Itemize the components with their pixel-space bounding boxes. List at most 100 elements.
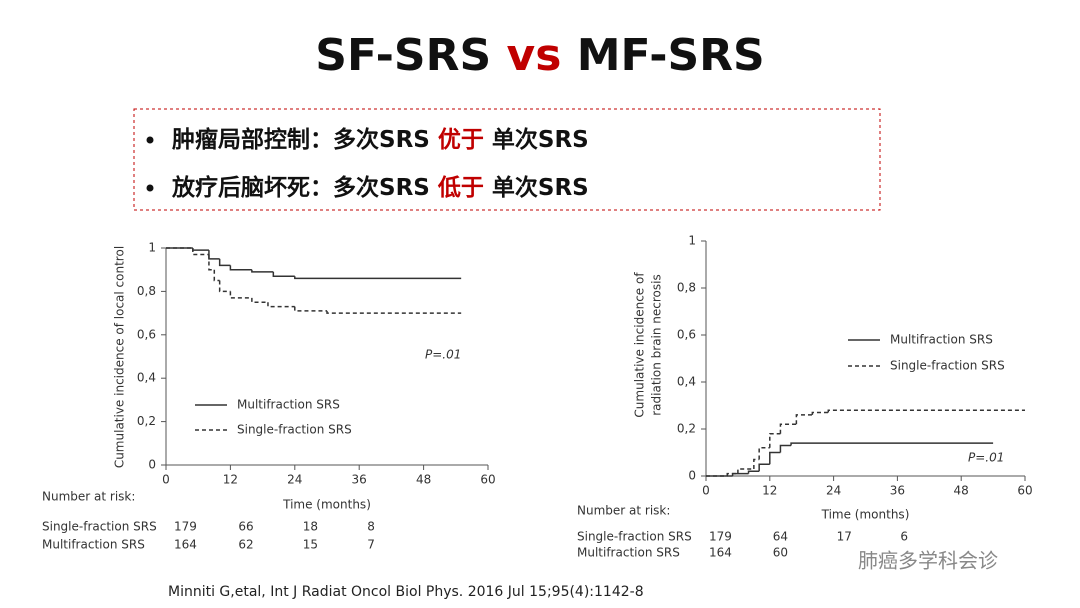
km-step [251, 297, 268, 303]
km-step [769, 451, 781, 465]
km-step [753, 458, 760, 469]
bullet-text: 单次SRS [492, 174, 589, 201]
risk-count: 64 [773, 530, 788, 544]
risk-count: 18 [303, 520, 318, 534]
km-step [790, 442, 994, 446]
km-step [811, 411, 829, 415]
risk-count: 6 [900, 530, 908, 544]
km-step [795, 414, 813, 425]
y-tick-label: 0,6 [677, 328, 696, 342]
y-tick-label: 0,8 [137, 284, 156, 298]
x-tick-label: 12 [762, 484, 777, 498]
risk-count: 60 [773, 546, 788, 560]
x-tick-label: 36 [352, 473, 367, 487]
watermark: 肺癌多学科会诊 [858, 549, 998, 573]
x-axis-label: Time (months) [821, 508, 910, 522]
legend-label: Multifraction SRS [237, 398, 340, 412]
bullet: 放疗后脑坏死：多次SRS 低于 单次SRS [171, 174, 589, 201]
risk-count: 164 [174, 538, 197, 552]
bullet: 肿瘤局部控制：多次SRS 优于 单次SRS [172, 126, 589, 153]
x-tick-label: 48 [954, 484, 969, 498]
km-step [294, 306, 327, 312]
x-tick-label: 36 [890, 484, 905, 498]
annotation: P=.01 [968, 451, 1004, 465]
bullet-emphasis: 优于 [438, 127, 484, 153]
km-step [827, 409, 1025, 413]
y-tick-label: 0 [688, 469, 696, 483]
x-tick-label: 0 [702, 484, 710, 498]
y-axis-label: Cumulative incidence of local control [113, 246, 127, 468]
km-step [747, 470, 760, 474]
y-tick-label: 0,2 [137, 414, 156, 428]
km-step [267, 302, 295, 308]
bullet-text: 单次SRS [492, 126, 589, 153]
title-part: vs [507, 30, 562, 81]
risk-row-name: Single-fraction SRS [42, 520, 157, 534]
risk-label: Number at risk: [42, 490, 135, 504]
bullet-dot [146, 136, 154, 144]
y-tick-label: 1 [148, 241, 156, 255]
risk-count: 8 [367, 520, 375, 534]
citation: Minniti G,etal, Int J Radiat Oncol Biol … [168, 584, 644, 600]
title-part: MF-SRS [577, 30, 765, 81]
title-part: SF-SRS [315, 30, 491, 81]
y-tick-label: 0,2 [677, 422, 696, 436]
risk-row-name: Single-fraction SRS [577, 530, 692, 544]
km-step [326, 310, 462, 314]
km-step [758, 447, 770, 460]
risk-count: 66 [238, 520, 253, 534]
x-tick-label: 60 [480, 473, 495, 487]
risk-count: 179 [174, 520, 197, 534]
legend-label: Single-fraction SRS [890, 359, 1005, 373]
km-step [726, 472, 738, 476]
risk-row-name: Multifraction SRS [577, 546, 680, 560]
x-tick-label: 0 [162, 473, 170, 487]
bullet-text: 肿瘤局部控制：多次SRS [172, 126, 430, 153]
bullet-text: 放疗后脑坏死：多次SRS [171, 174, 430, 201]
x-tick-label: 12 [223, 473, 238, 487]
risk-count: 62 [238, 538, 253, 552]
bullet-emphasis: 低于 [437, 175, 484, 201]
x-tick-label: 60 [1017, 484, 1032, 498]
legend-label: Multifraction SRS [890, 333, 993, 347]
km-step [218, 258, 231, 267]
risk-count: 7 [367, 538, 375, 552]
risk-label: Number at risk: [577, 504, 670, 518]
y-tick-label: 0 [148, 458, 156, 472]
km-step [208, 254, 215, 271]
x-tick-label: 24 [826, 484, 841, 498]
km-step [758, 463, 770, 472]
risk-count: 17 [837, 530, 852, 544]
km-step [779, 444, 792, 453]
km-step [192, 248, 209, 256]
risk-row-name: Multifraction SRS [42, 538, 145, 552]
y-tick-label: 0,8 [677, 281, 696, 295]
risk-count: 179 [709, 530, 732, 544]
bullet-box [133, 108, 881, 211]
x-tick-label: 48 [416, 473, 431, 487]
slide-title: SF-SRS vs MF-SRS [315, 30, 764, 81]
x-axis-label: Time (months) [282, 498, 371, 512]
km-step [769, 432, 781, 448]
legend-label: Single-fraction SRS [237, 423, 352, 437]
y-axis-label: Cumulative incidence of [633, 272, 647, 418]
risk-count: 15 [303, 538, 318, 552]
km-step [779, 423, 797, 434]
risk-count: 164 [709, 546, 732, 560]
km-step [229, 291, 252, 299]
y-axis-label: radiation brain necrosis [650, 274, 664, 416]
y-tick-label: 0,4 [137, 371, 156, 385]
km-step [208, 250, 220, 260]
km-step [737, 468, 754, 474]
x-tick-label: 24 [287, 473, 302, 487]
km-step [294, 276, 462, 280]
y-tick-label: 0,4 [677, 375, 696, 389]
km-step [229, 265, 252, 271]
y-tick-label: 0,6 [137, 327, 156, 341]
y-tick-label: 1 [688, 234, 696, 248]
annotation: P=.01 [425, 348, 461, 362]
km-step [272, 271, 295, 277]
km-step [213, 269, 220, 282]
